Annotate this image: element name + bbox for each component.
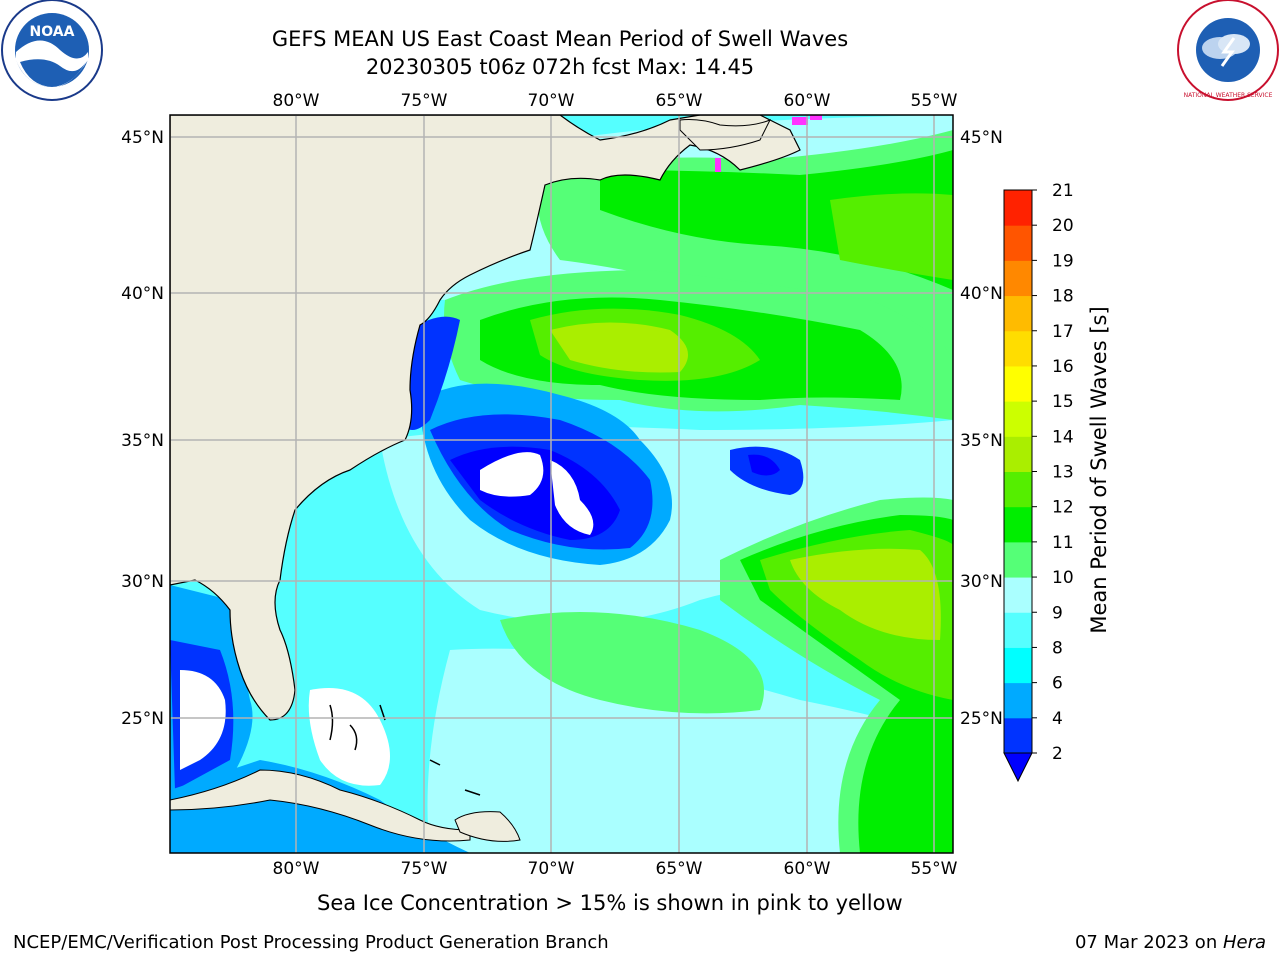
date-text: 07 Mar 2023 on (1074, 932, 1223, 953)
colorbar-segment (1004, 647, 1032, 684)
machine-name: Hera (1222, 932, 1266, 953)
lon-label: 55°W (911, 859, 958, 879)
colorbar-segment (1004, 717, 1032, 754)
colorbar-under-arrow (1003, 752, 1033, 783)
colorbar-segment (1004, 190, 1032, 226)
lon-label: 70°W (528, 91, 575, 111)
sea-ice-note: Sea Ice Concentration > 15% is shown in … (317, 891, 903, 915)
colorbar-tick-label: 14 (1052, 427, 1074, 447)
colorbar-tick-label: 4 (1052, 709, 1063, 729)
colorbar-tick-label: 11 (1052, 533, 1074, 553)
lon-label: 80°W (273, 859, 320, 879)
colorbar-tick-label: 6 (1052, 674, 1063, 694)
lon-label: 75°W (401, 91, 448, 111)
colorbar-tick-label: 13 (1052, 463, 1074, 483)
colorbar-tick-label: 20 (1052, 216, 1074, 236)
lat-label: 35°N (960, 431, 1003, 451)
map-subtitle: 20230305 t06z 072h fcst Max: 14.45 (365, 55, 755, 79)
colorbar-tick-label: 19 (1052, 251, 1074, 271)
lon-label: 55°W (911, 91, 958, 111)
lat-label: 40°N (960, 284, 1003, 304)
colorbar-segment (1004, 295, 1032, 332)
colorbar-tick-label: 17 (1052, 322, 1074, 342)
lat-label: 30°N (121, 572, 164, 592)
colorbar-segment (1004, 330, 1032, 367)
lat-label: 35°N (121, 431, 164, 451)
lat-label: 25°N (121, 709, 164, 729)
colorbar-segment (1004, 225, 1032, 261)
colorbar-tick-label: 16 (1052, 357, 1074, 377)
colorbar-tick-label: 18 (1052, 287, 1074, 307)
colorbar-tick-label: 15 (1052, 392, 1074, 412)
lat-labels-right: 45°N 40°N 35°N 30°N 25°N (960, 128, 1003, 729)
colorbar-segment (1004, 577, 1032, 613)
colorbar-tick-label: 12 (1052, 498, 1074, 518)
lon-label: 65°W (656, 91, 703, 111)
lat-labels-left: 45°N 40°N 35°N 30°N 25°N (121, 128, 164, 729)
nws-logo: NATIONAL WEATHER SERVICE (1177, 0, 1279, 101)
colorbar-tick-label: 10 (1052, 568, 1074, 588)
lat-label: 45°N (960, 128, 1003, 148)
colorbar-tick-label: 9 (1052, 603, 1063, 623)
date-stamp: 07 Mar 2023 on Hera (1075, 932, 1266, 953)
colorbar-tick-label: 21 (1052, 181, 1074, 201)
colorbar-segment (1004, 612, 1032, 648)
noaa-logo-text: NOAA (30, 24, 75, 40)
colorbar-segment (1004, 682, 1032, 719)
lon-label: 80°W (273, 91, 320, 111)
lon-label: 60°W (784, 91, 831, 111)
colorbar-segment (1004, 541, 1032, 578)
lat-label: 25°N (960, 709, 1003, 729)
map-field (170, 115, 953, 853)
colorbar-tick-label: 2 (1052, 744, 1063, 764)
colorbar-segment (1004, 260, 1032, 297)
colorbar-segment (1004, 506, 1032, 543)
colorbar-segment (1004, 436, 1032, 472)
lon-label: 70°W (528, 859, 575, 879)
colorbar-segment (1004, 365, 1032, 402)
map-frame (169, 114, 954, 854)
lon-labels-top: 80°W 75°W 70°W 65°W 60°W 55°W (273, 91, 958, 111)
map-title: GEFS MEAN US East Coast Mean Period of S… (271, 27, 849, 51)
lat-label: 40°N (121, 284, 164, 304)
colorbar-label: Mean Period of Swell Waves [s] (1087, 306, 1111, 633)
lon-label: 75°W (401, 859, 448, 879)
colorbar-tick-label: 8 (1052, 638, 1063, 658)
lat-label: 45°N (121, 128, 164, 148)
lon-label: 65°W (656, 859, 703, 879)
lon-labels-bottom: 80°W 75°W 70°W 65°W 60°W 55°W (273, 859, 958, 879)
colorbar: 2 4 6 8 9 10 11 12 13 14 15 16 17 18 19 20 21 (1003, 181, 1074, 783)
lon-label: 60°W (784, 859, 831, 879)
nws-logo-text: NATIONAL WEATHER SERVICE (1184, 92, 1273, 99)
credit-text: NCEP/EMC/Verification Post Processing Pr… (13, 932, 609, 953)
noaa-logo: NOAA (1, 0, 103, 101)
colorbar-segment (1004, 471, 1032, 508)
graticule (170, 115, 953, 853)
lat-label: 30°N (960, 572, 1003, 592)
colorbar-segment (1004, 401, 1032, 437)
